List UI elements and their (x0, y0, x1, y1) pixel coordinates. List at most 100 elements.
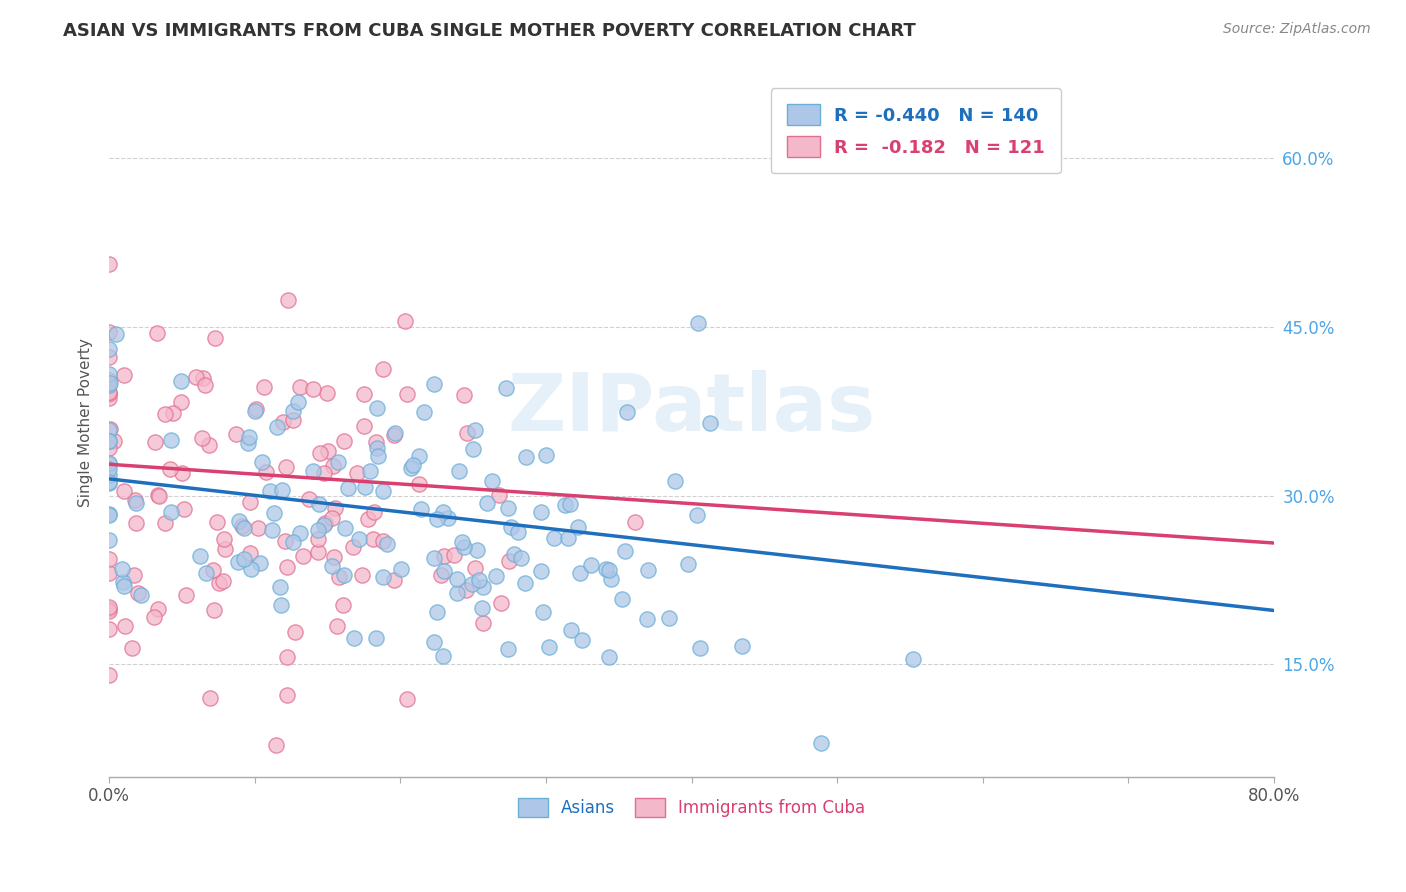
Point (333, 521, 356, 535)
Point (232, 521, 254, 535)
Point (436, 511, 458, 525)
Point (389, 561, 412, 575)
Point (321, 559, 343, 574)
Point (146, 601, 169, 615)
Point (422, 377, 444, 392)
Point (212, 533, 235, 547)
Point (901, 652, 924, 666)
Point (98, 385, 121, 400)
Point (281, 535, 304, 549)
Point (308, 497, 330, 511)
Point (430, 568, 453, 582)
Point (98, 376, 121, 391)
Point (112, 579, 135, 593)
Point (174, 589, 197, 603)
Point (375, 536, 398, 550)
Point (384, 425, 406, 440)
Point (384, 573, 406, 587)
Point (371, 483, 394, 498)
Point (159, 462, 181, 476)
Point (401, 458, 423, 473)
Point (408, 477, 430, 491)
Point (98, 434, 121, 449)
Point (366, 442, 388, 456)
Point (98, 533, 121, 547)
Point (228, 514, 250, 528)
Point (124, 516, 146, 531)
Point (98, 378, 121, 392)
Point (426, 511, 449, 525)
Point (366, 435, 388, 450)
Point (98, 566, 121, 581)
Point (560, 624, 582, 638)
Point (292, 549, 315, 563)
Point (188, 549, 211, 563)
Point (259, 483, 281, 498)
Point (530, 505, 553, 519)
Point (616, 404, 638, 418)
Point (422, 635, 444, 649)
Point (238, 436, 260, 450)
Point (98, 599, 121, 614)
Point (346, 466, 368, 480)
Point (353, 419, 375, 434)
Point (423, 551, 446, 566)
Point (394, 313, 416, 327)
Point (598, 649, 620, 664)
Point (129, 588, 152, 602)
Y-axis label: Single Mother Poverty: Single Mother Poverty (79, 338, 93, 508)
Point (326, 619, 349, 633)
Point (112, 574, 135, 589)
Point (499, 520, 522, 534)
Point (322, 458, 344, 473)
Point (316, 444, 339, 458)
Point (503, 547, 526, 561)
Point (262, 523, 284, 537)
Point (127, 586, 149, 600)
Point (309, 446, 332, 460)
Point (515, 575, 537, 590)
Point (470, 601, 492, 615)
Point (333, 434, 356, 449)
Point (689, 640, 711, 655)
Point (686, 508, 709, 522)
Point (498, 554, 520, 568)
Point (536, 449, 558, 463)
Point (98, 384, 121, 399)
Point (456, 426, 478, 441)
Point (266, 420, 288, 434)
Point (328, 570, 350, 584)
Point (332, 598, 354, 612)
Point (433, 564, 456, 578)
Point (202, 563, 225, 577)
Point (472, 580, 495, 594)
Point (412, 404, 434, 418)
Point (453, 387, 475, 401)
Point (396, 386, 419, 401)
Point (307, 533, 329, 547)
Point (245, 402, 267, 417)
Point (361, 532, 384, 546)
Point (366, 401, 388, 415)
Point (277, 293, 299, 307)
Point (699, 416, 721, 430)
Point (637, 564, 659, 578)
Point (194, 566, 217, 580)
Point (432, 505, 454, 519)
Point (323, 501, 346, 516)
Point (678, 558, 700, 572)
Point (240, 562, 263, 576)
Point (124, 493, 146, 508)
Point (408, 449, 430, 463)
Point (98, 441, 121, 455)
Legend: Asians, Immigrants from Cuba: Asians, Immigrants from Cuba (509, 789, 875, 825)
Point (98, 325, 121, 339)
Point (315, 386, 337, 401)
Point (270, 483, 292, 497)
Point (103, 434, 125, 448)
Point (599, 573, 621, 587)
Point (468, 573, 491, 587)
Point (450, 535, 472, 549)
Point (337, 481, 360, 495)
Point (664, 475, 686, 489)
